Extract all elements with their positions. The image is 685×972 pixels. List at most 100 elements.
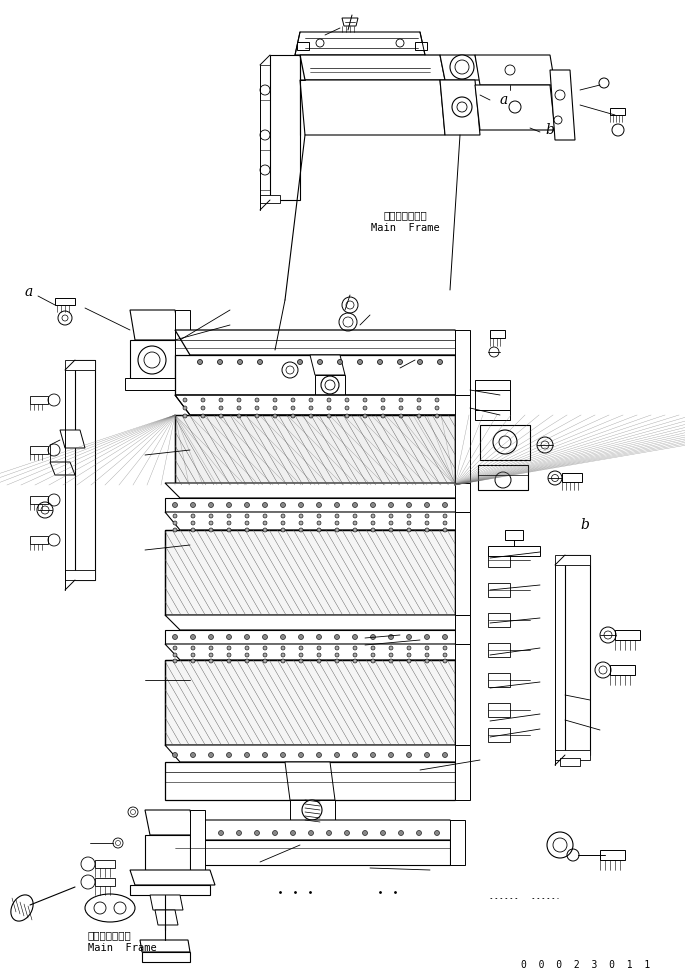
Polygon shape bbox=[300, 55, 445, 80]
Polygon shape bbox=[550, 70, 575, 140]
Circle shape bbox=[281, 653, 285, 657]
Polygon shape bbox=[165, 512, 470, 530]
Circle shape bbox=[173, 514, 177, 518]
Circle shape bbox=[209, 653, 213, 657]
Circle shape bbox=[219, 406, 223, 410]
Circle shape bbox=[316, 635, 321, 640]
Circle shape bbox=[381, 414, 385, 418]
Circle shape bbox=[273, 414, 277, 418]
Circle shape bbox=[425, 528, 429, 532]
Circle shape bbox=[201, 830, 206, 836]
Circle shape bbox=[317, 528, 321, 532]
Circle shape bbox=[389, 646, 393, 650]
Circle shape bbox=[371, 514, 375, 518]
Circle shape bbox=[299, 514, 303, 518]
Circle shape bbox=[191, 646, 195, 650]
Circle shape bbox=[389, 659, 393, 663]
Text: メインフレーム: メインフレーム bbox=[383, 210, 427, 220]
Circle shape bbox=[183, 398, 187, 402]
Polygon shape bbox=[455, 483, 470, 512]
Circle shape bbox=[399, 398, 403, 402]
Circle shape bbox=[363, 398, 367, 402]
Polygon shape bbox=[165, 615, 470, 630]
Polygon shape bbox=[60, 430, 85, 448]
Polygon shape bbox=[475, 85, 555, 130]
Circle shape bbox=[299, 646, 303, 650]
Circle shape bbox=[227, 635, 232, 640]
Circle shape bbox=[377, 360, 382, 364]
Polygon shape bbox=[130, 310, 180, 340]
Circle shape bbox=[208, 752, 214, 757]
Circle shape bbox=[262, 752, 268, 757]
Circle shape bbox=[371, 503, 375, 507]
Circle shape bbox=[245, 521, 249, 525]
Polygon shape bbox=[488, 673, 510, 687]
Circle shape bbox=[281, 514, 285, 518]
Polygon shape bbox=[475, 410, 510, 420]
Text: Main  Frame: Main Frame bbox=[88, 943, 157, 953]
Circle shape bbox=[208, 635, 214, 640]
Circle shape bbox=[406, 503, 412, 507]
Circle shape bbox=[452, 97, 472, 117]
Circle shape bbox=[227, 514, 231, 518]
Circle shape bbox=[358, 360, 362, 364]
Circle shape bbox=[297, 360, 303, 364]
Circle shape bbox=[173, 646, 177, 650]
Polygon shape bbox=[125, 378, 185, 390]
Circle shape bbox=[273, 406, 277, 410]
Text: メインフレーム: メインフレーム bbox=[88, 930, 132, 940]
Circle shape bbox=[190, 752, 195, 757]
Circle shape bbox=[353, 528, 357, 532]
Text: a: a bbox=[25, 285, 34, 299]
Circle shape bbox=[255, 414, 259, 418]
Circle shape bbox=[263, 528, 267, 532]
Circle shape bbox=[425, 514, 429, 518]
Circle shape bbox=[435, 414, 439, 418]
Polygon shape bbox=[315, 375, 345, 395]
Polygon shape bbox=[610, 108, 625, 115]
Circle shape bbox=[363, 406, 367, 410]
Circle shape bbox=[245, 646, 249, 650]
Polygon shape bbox=[65, 570, 95, 580]
Circle shape bbox=[281, 528, 285, 532]
Circle shape bbox=[262, 503, 268, 507]
Circle shape bbox=[201, 398, 205, 402]
Circle shape bbox=[406, 635, 412, 640]
Circle shape bbox=[191, 528, 195, 532]
Polygon shape bbox=[190, 810, 205, 870]
Circle shape bbox=[406, 752, 412, 757]
Circle shape bbox=[443, 653, 447, 657]
Polygon shape bbox=[165, 630, 455, 644]
Polygon shape bbox=[55, 298, 75, 305]
Circle shape bbox=[208, 503, 214, 507]
Circle shape bbox=[353, 635, 358, 640]
Circle shape bbox=[191, 514, 195, 518]
Text: a: a bbox=[500, 93, 508, 107]
Circle shape bbox=[263, 521, 267, 525]
Circle shape bbox=[371, 528, 375, 532]
Circle shape bbox=[417, 398, 421, 402]
Circle shape bbox=[281, 646, 285, 650]
Circle shape bbox=[371, 646, 375, 650]
Circle shape bbox=[334, 635, 340, 640]
Circle shape bbox=[237, 414, 241, 418]
Circle shape bbox=[227, 646, 231, 650]
Circle shape bbox=[397, 360, 403, 364]
Circle shape bbox=[299, 653, 303, 657]
Circle shape bbox=[380, 830, 386, 836]
Circle shape bbox=[443, 752, 447, 757]
Polygon shape bbox=[175, 395, 470, 415]
Circle shape bbox=[299, 635, 303, 640]
Circle shape bbox=[183, 414, 187, 418]
Circle shape bbox=[345, 406, 349, 410]
Circle shape bbox=[209, 521, 213, 525]
Circle shape bbox=[255, 398, 259, 402]
Circle shape bbox=[201, 406, 205, 410]
Circle shape bbox=[173, 653, 177, 657]
Circle shape bbox=[443, 659, 447, 663]
Circle shape bbox=[450, 55, 474, 79]
Polygon shape bbox=[440, 55, 480, 80]
Circle shape bbox=[353, 653, 357, 657]
Polygon shape bbox=[488, 546, 540, 556]
Circle shape bbox=[407, 659, 411, 663]
